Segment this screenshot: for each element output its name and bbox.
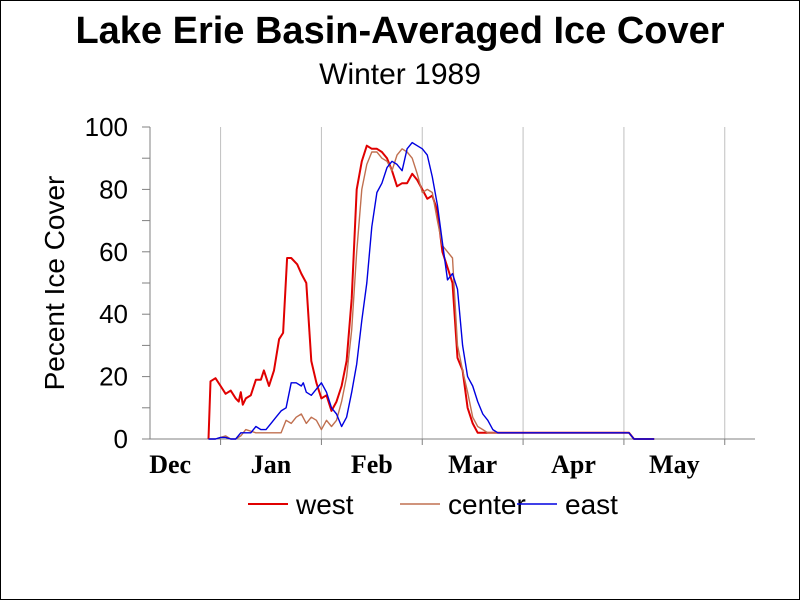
y-tick-label: 0: [114, 424, 128, 454]
y-tick-label: 60: [99, 237, 128, 267]
x-tick-label: Apr: [551, 450, 596, 479]
x-tick-label: May: [649, 450, 700, 479]
chart-subtitle: Winter 1989: [319, 58, 481, 91]
legend-label-center: center: [448, 489, 526, 520]
legend-label-west: west: [295, 489, 354, 520]
x-tick-label: Mar: [448, 450, 497, 479]
x-tick-label: Jan: [251, 450, 292, 479]
series-line-center: [208, 148, 655, 440]
legend-label-east: east: [565, 489, 618, 520]
chart-title: Lake Erie Basin-Averaged Ice Cover: [75, 10, 725, 52]
y-tick-label: 20: [99, 362, 128, 392]
series-line-east: [208, 141, 655, 440]
x-tick-label: Dec: [149, 450, 191, 479]
series-line-west: [207, 144, 655, 440]
y-tick-label: 40: [99, 299, 128, 329]
y-tick-label: 100: [85, 112, 128, 142]
y-tick-label: 80: [99, 174, 128, 204]
x-tick-label: Feb: [351, 450, 393, 479]
y-axis-label: Pecent Ice Cover: [39, 176, 70, 391]
